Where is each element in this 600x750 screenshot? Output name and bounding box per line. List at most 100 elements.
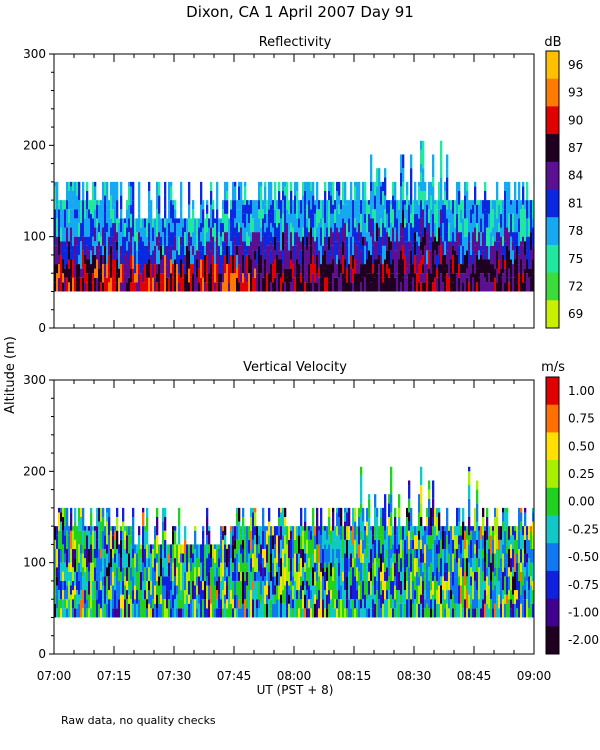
data-cell (60, 599, 63, 609)
data-cell (278, 507, 281, 517)
data-cell (342, 580, 345, 600)
data-cell (110, 227, 113, 237)
colorbar-frame (545, 50, 560, 329)
data-cell (272, 548, 275, 563)
data-cell (134, 264, 137, 274)
data-cell (438, 181, 441, 187)
data-cell (492, 218, 495, 228)
data-cell (64, 200, 67, 210)
data-cell (88, 259, 91, 274)
data-cell (72, 200, 75, 210)
data-cell (520, 594, 523, 604)
data-cell (406, 507, 409, 517)
data-cell (358, 599, 361, 618)
data-cell (518, 232, 521, 246)
data-cell (94, 227, 97, 242)
data-cell (334, 562, 337, 572)
data-cell (244, 553, 247, 568)
data-cell (482, 507, 485, 517)
data-cell (222, 526, 225, 531)
velocity-data-area (54, 466, 535, 618)
data-cell (70, 507, 73, 513)
data-cell (366, 507, 369, 522)
data-cell (74, 191, 77, 210)
data-cell (198, 227, 201, 242)
data-cell (398, 494, 401, 508)
data-cell (82, 576, 85, 591)
data-cell (444, 191, 447, 205)
data-cell (280, 250, 283, 260)
data-cell (470, 526, 473, 531)
colorbar-label: 87 (568, 141, 583, 155)
data-cell (272, 245, 275, 265)
data-cell (354, 218, 357, 228)
data-cell (458, 232, 461, 246)
data-cell (284, 222, 287, 233)
data-cell (150, 594, 153, 609)
data-cell (300, 213, 303, 228)
data-cell (436, 544, 439, 554)
data-cell (188, 548, 191, 563)
data-cell (500, 254, 503, 269)
data-cell (190, 544, 193, 559)
data-cell (428, 599, 431, 609)
data-cell (280, 539, 283, 559)
data-cell (366, 608, 369, 618)
data-cell (434, 590, 437, 600)
data-cell (54, 282, 57, 292)
data-cell (262, 567, 265, 581)
data-cell (282, 264, 285, 274)
data-cell (278, 599, 281, 618)
data-cell (258, 553, 261, 572)
data-cell (356, 580, 359, 591)
data-cell (102, 186, 105, 201)
data-cell (356, 553, 359, 568)
data-cell (502, 530, 505, 545)
data-cell (90, 282, 93, 292)
data-cell (434, 277, 437, 292)
data-cell (418, 603, 421, 618)
data-cell (118, 218, 121, 223)
data-cell (418, 245, 421, 265)
data-cell (110, 585, 113, 600)
data-cell (222, 241, 225, 251)
data-cell (276, 535, 279, 554)
data-cell (466, 268, 469, 278)
data-cell (418, 576, 421, 586)
data-cell (336, 548, 339, 559)
data-cell (238, 599, 241, 609)
data-cell (320, 218, 323, 228)
data-cell (280, 507, 283, 513)
data-cell (434, 222, 437, 237)
data-cell (394, 250, 397, 265)
data-cell (264, 585, 267, 604)
data-cell (402, 236, 405, 246)
data-cell (350, 599, 353, 609)
data-cell (208, 218, 211, 228)
data-cell (444, 580, 447, 600)
data-cell (408, 521, 411, 531)
data-cell (448, 553, 451, 572)
data-cell (284, 232, 287, 246)
data-cell (160, 245, 163, 260)
data-cell (218, 548, 221, 559)
data-cell (172, 608, 175, 618)
data-cell (100, 218, 103, 228)
data-cell (504, 603, 507, 618)
data-cell (496, 517, 499, 536)
data-cell (510, 535, 513, 545)
data-cell (350, 608, 353, 618)
data-cell (374, 603, 377, 618)
data-cell (512, 241, 515, 251)
data-cell (492, 245, 495, 265)
data-cell (236, 245, 239, 255)
data-cell (364, 236, 367, 246)
data-cell (186, 259, 189, 274)
data-cell (450, 200, 453, 210)
data-cell (484, 259, 487, 278)
data-cell (72, 590, 75, 600)
data-cell (324, 608, 327, 618)
data-cell (430, 264, 433, 274)
data-cell (408, 273, 411, 292)
data-cell (366, 580, 369, 600)
